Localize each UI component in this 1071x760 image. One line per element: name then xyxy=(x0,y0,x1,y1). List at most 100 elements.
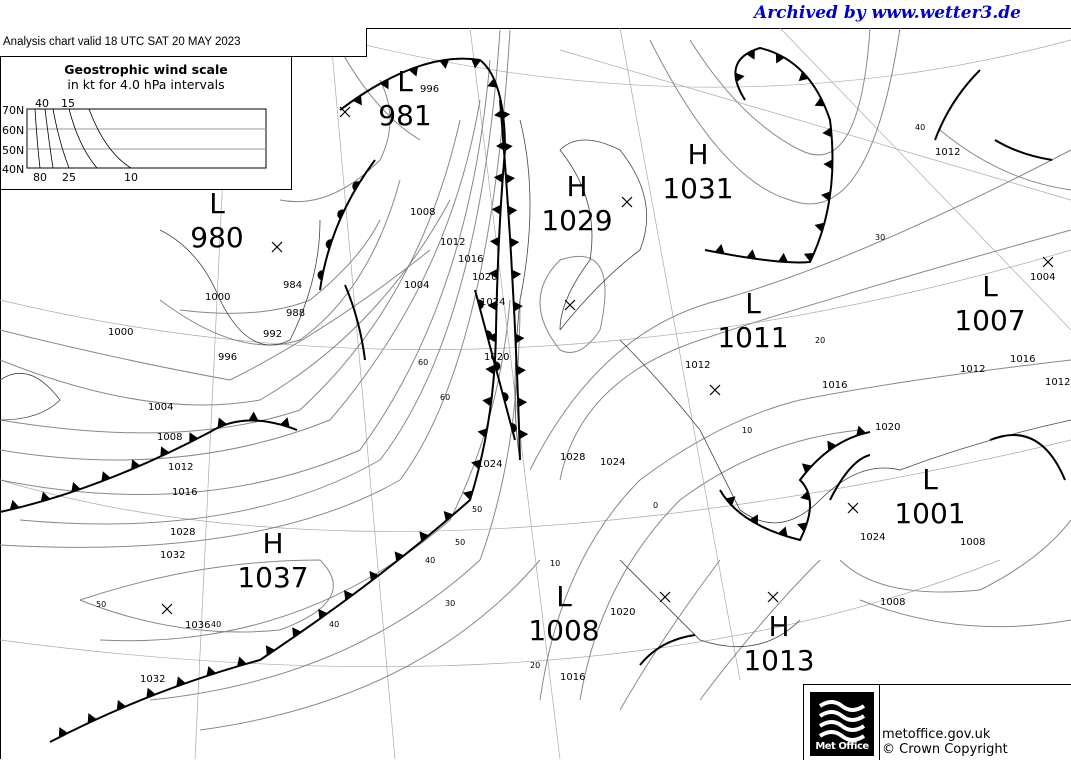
isobar-label: 1024 xyxy=(477,459,502,470)
trough xyxy=(989,434,1066,481)
graticule-label: 30 xyxy=(445,599,455,608)
isobar-label: 1012 xyxy=(168,462,193,473)
trough xyxy=(829,454,871,501)
front-triangle xyxy=(394,551,405,562)
site-link[interactable]: metoffice.gov.uk xyxy=(882,727,991,742)
lat-label: 60N xyxy=(2,124,24,137)
isobar xyxy=(529,149,1071,471)
front-triangle xyxy=(292,627,302,638)
coastline xyxy=(514,119,531,461)
isobar xyxy=(699,559,821,701)
graticule-line xyxy=(0,249,1071,351)
front-triangle xyxy=(101,471,111,482)
front-triangle xyxy=(248,411,259,421)
isobar-label: 1004 xyxy=(404,280,429,291)
isobar-label: 1036 xyxy=(185,620,210,631)
pressure-centres: L981L980H1029H1031L1011L1007L1001H1037L1… xyxy=(161,65,1054,677)
isobar xyxy=(0,29,511,548)
isobar-label: 1016 xyxy=(560,672,585,683)
isobar-label: 1016 xyxy=(1010,354,1035,365)
graticule-line xyxy=(329,27,396,759)
centre-cross-icon xyxy=(564,299,576,311)
graticule-line xyxy=(779,27,1071,331)
cold-front xyxy=(0,419,298,513)
front-triangle xyxy=(823,159,833,170)
isobar xyxy=(179,219,381,314)
front-triangle xyxy=(778,526,788,537)
graticule-label: 40 xyxy=(425,556,435,565)
front-triangle xyxy=(487,78,498,88)
graticule-line xyxy=(559,49,1071,201)
centre-pressure: 1013 xyxy=(743,644,814,677)
isobar-label: 1020 xyxy=(472,272,497,283)
front-triangle xyxy=(505,173,516,184)
front-triangle xyxy=(369,570,379,582)
brand-name: Met Office xyxy=(815,741,869,752)
coastline xyxy=(619,559,801,648)
centre-cross-icon xyxy=(709,384,721,396)
coastline xyxy=(0,372,61,421)
isobar xyxy=(0,99,481,461)
isobar-label: 1032 xyxy=(140,674,165,685)
coastline xyxy=(619,339,1071,524)
isobar xyxy=(539,359,1071,701)
front-semicircle xyxy=(502,392,509,403)
centre-type: L xyxy=(397,65,413,98)
graticule-label: 50 xyxy=(472,505,482,514)
front-triangle xyxy=(343,590,354,601)
isobar-label: 1024 xyxy=(860,532,885,543)
front-triangle xyxy=(379,78,389,90)
speed-label: 80 xyxy=(33,171,47,184)
isobar-label: 1032 xyxy=(160,550,185,561)
isobar xyxy=(839,519,1071,593)
isobar-label: 1024 xyxy=(480,297,505,308)
front-triangle xyxy=(488,268,498,279)
front-triangle xyxy=(471,58,482,69)
front-semicircle xyxy=(317,270,324,281)
isobar-labels: 9969849889929961000100410081012101610201… xyxy=(96,84,1070,685)
isobar-label: 996 xyxy=(218,352,237,363)
front-triangle xyxy=(507,205,518,216)
front-triangle xyxy=(778,252,789,263)
front-triangle xyxy=(131,459,141,470)
isobar-label: 1020 xyxy=(875,422,900,433)
graticule-label: 50 xyxy=(96,600,106,609)
front-triangle xyxy=(775,53,785,64)
front-triangle xyxy=(408,66,419,77)
isobar-label: 1012 xyxy=(1045,377,1070,388)
isobar-label: 1008 xyxy=(157,432,182,443)
lat-label: 50N xyxy=(2,144,24,157)
centre-pressure: 980 xyxy=(190,221,243,254)
front-triangle xyxy=(71,482,81,493)
isobar xyxy=(939,129,1071,191)
isobar xyxy=(279,79,391,203)
speed-label: 10 xyxy=(124,171,138,184)
centre-type: L xyxy=(745,287,761,320)
archive-credit[interactable]: Archived by www.wetter3.de xyxy=(754,3,1021,23)
isobar-label: 1008 xyxy=(880,597,905,608)
speed-label: 40 xyxy=(35,97,49,110)
front-semicircle xyxy=(352,181,360,191)
isobar xyxy=(539,255,606,353)
front-triangle xyxy=(58,727,68,738)
centre-cross-icon xyxy=(339,106,351,118)
front-triangle xyxy=(500,109,511,120)
front-triangle xyxy=(510,237,520,248)
front-triangle xyxy=(800,490,811,501)
front-triangle xyxy=(482,396,492,407)
graticule-label: 60 xyxy=(440,393,450,402)
centre-cross-icon xyxy=(621,196,633,208)
front-triangle xyxy=(814,222,825,233)
centre-pressure: 1031 xyxy=(662,172,733,205)
front-triangle xyxy=(160,446,170,457)
front-triangle xyxy=(746,249,757,259)
front-semicircle xyxy=(477,299,484,310)
centre-type: H xyxy=(262,527,283,560)
centre-type: L xyxy=(209,187,225,220)
graticule-label: 30 xyxy=(875,233,885,242)
isobar-label: 1004 xyxy=(148,402,173,413)
wind-scale-graph: 70N 60N 50N 40N 40 15 80 25 10 xyxy=(2,97,267,184)
